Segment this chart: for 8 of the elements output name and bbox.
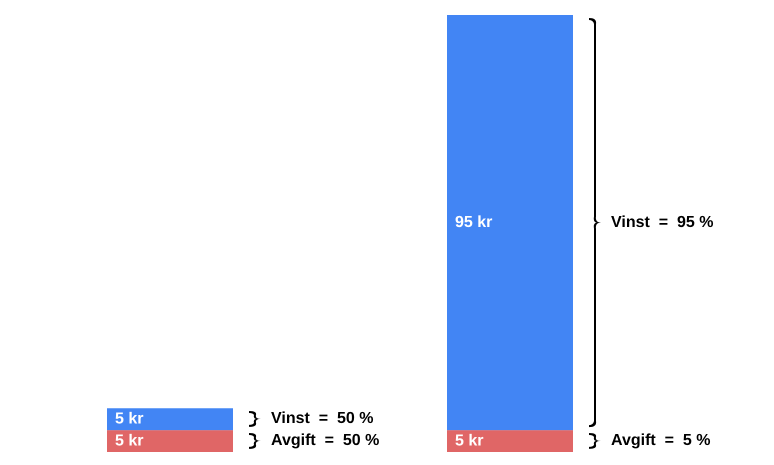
annotation: Avgift = 50 % — [271, 431, 380, 452]
data-label: 95 kr — [455, 214, 492, 232]
annotation: Avgift = 5 % — [611, 431, 710, 452]
data-label: 5 kr — [455, 432, 484, 450]
annotation: Vinst = 95 % — [611, 212, 714, 233]
data-label: 5 kr — [115, 410, 144, 428]
annotation: Vinst = 50 % — [271, 409, 374, 430]
data-label: 5 kr — [115, 432, 144, 450]
